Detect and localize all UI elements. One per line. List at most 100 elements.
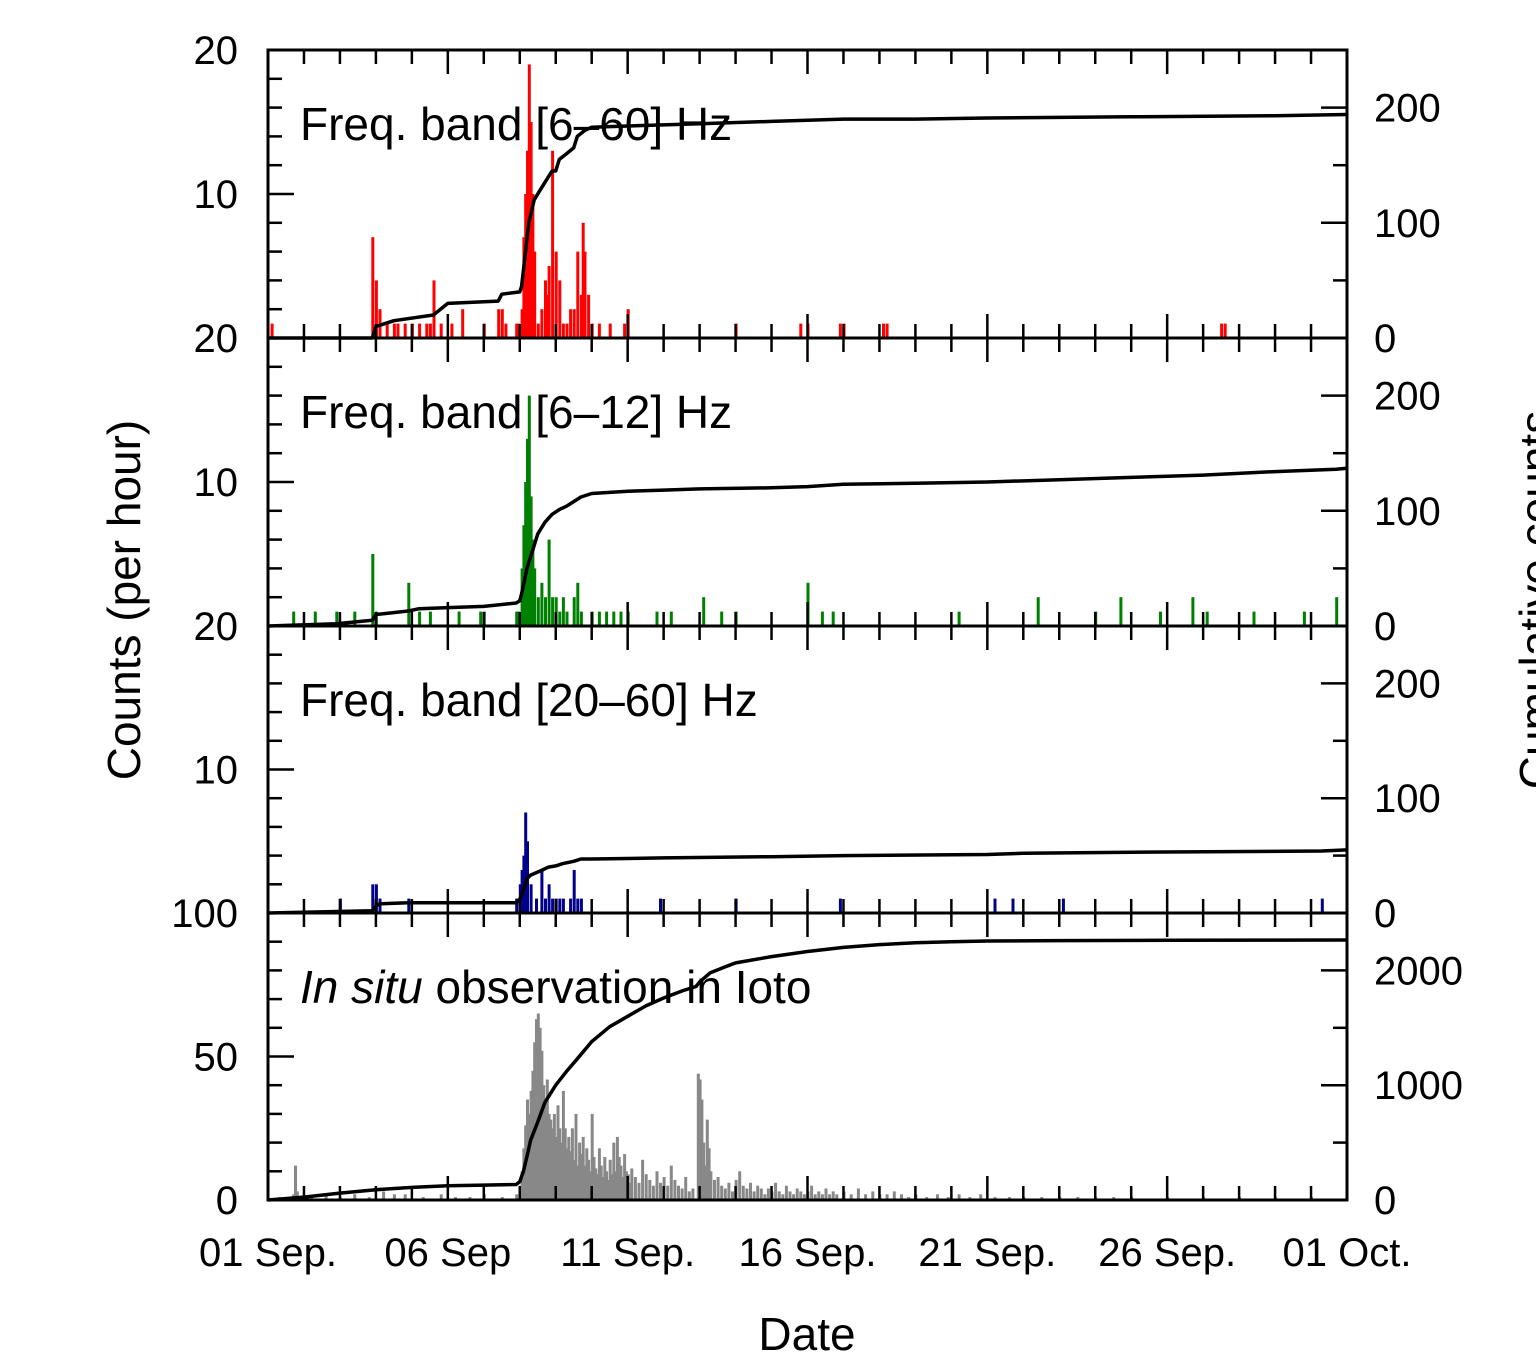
band-6-60-bar-53 bbox=[799, 323, 803, 338]
in-situ-bar-28 bbox=[535, 1019, 538, 1200]
band-6-60-bar-48 bbox=[597, 323, 601, 338]
in-situ-right-tick-label: 1000 bbox=[1374, 1064, 1463, 1108]
band-6-12-bar-49 bbox=[1036, 597, 1040, 626]
band-20-60-bar-22 bbox=[576, 898, 580, 913]
band-6-60-bar-31 bbox=[540, 309, 544, 338]
in-situ-left-tick-label: 0 bbox=[216, 1179, 238, 1223]
band-6-60-left-tick-label: 10 bbox=[194, 173, 239, 217]
band-6-60-bar-19 bbox=[504, 323, 508, 338]
band-20-60-bar-23 bbox=[579, 898, 583, 913]
band-6-60-bar-41 bbox=[572, 309, 576, 338]
in-situ-bar-101 bbox=[700, 1099, 704, 1200]
in-situ-bar-49 bbox=[572, 1159, 576, 1200]
in-situ-bar-53 bbox=[579, 1154, 583, 1200]
band-6-60-bar-43 bbox=[579, 294, 583, 338]
in-situ-bar-149 bbox=[892, 1191, 896, 1200]
in-situ-bar-7 bbox=[353, 1194, 357, 1200]
band-6-12-bar-31 bbox=[572, 597, 576, 626]
band-6-12-bar-33 bbox=[579, 611, 583, 626]
band-6-60-bar-30 bbox=[536, 323, 540, 338]
in-situ-bar-32 bbox=[542, 1085, 546, 1200]
in-situ-bar-131 bbox=[799, 1191, 803, 1200]
x-axis-title: Date bbox=[758, 1308, 855, 1354]
band-6-60-right-tick-label: 0 bbox=[1374, 317, 1396, 361]
band-6-12-bar-53 bbox=[1191, 597, 1195, 626]
in-situ-bar-3 bbox=[295, 1191, 299, 1200]
in-situ-right-tick-label: 0 bbox=[1374, 1179, 1396, 1223]
in-situ-bar-42 bbox=[560, 1142, 564, 1200]
in-situ-bar-95 bbox=[680, 1188, 684, 1200]
in-situ-bar-76 bbox=[621, 1177, 625, 1200]
band-6-60-bar-14 bbox=[450, 323, 454, 338]
in-situ-bar-39 bbox=[554, 1136, 558, 1200]
band-6-12-bar-57 bbox=[1335, 597, 1339, 626]
band-6-12-bar-23 bbox=[540, 582, 544, 626]
band-6-60-bar-38 bbox=[561, 323, 565, 338]
in-situ-bar-145 bbox=[864, 1194, 868, 1200]
in-situ-bar-87 bbox=[651, 1185, 655, 1200]
in-situ-bar-71 bbox=[612, 1142, 616, 1200]
band-6-60-bar-36 bbox=[554, 251, 558, 338]
band-6-12-bar-28 bbox=[558, 611, 562, 626]
in-situ-bar-135 bbox=[813, 1194, 817, 1200]
in-situ-bar-51 bbox=[576, 1165, 580, 1200]
in-situ-bar-108 bbox=[716, 1177, 720, 1200]
in-situ-bar-66 bbox=[603, 1157, 607, 1200]
band-6-12-bar-25 bbox=[547, 539, 551, 626]
in-situ-bar-103 bbox=[704, 1165, 707, 1200]
in-situ-bar-114 bbox=[738, 1171, 742, 1200]
band-20-60-right-tick-label: 200 bbox=[1374, 662, 1441, 706]
in-situ-bar-127 bbox=[784, 1185, 788, 1200]
in-situ-bar-34 bbox=[545, 1079, 549, 1200]
band-6-12-bar-3 bbox=[353, 611, 357, 626]
in-situ-bar-126 bbox=[781, 1194, 785, 1200]
in-situ-bar-43 bbox=[561, 1090, 565, 1200]
band-6-12-bar-30 bbox=[565, 611, 569, 626]
in-situ-bar-9 bbox=[382, 1191, 386, 1200]
band-20-60-left-tick-label: 10 bbox=[194, 749, 239, 793]
band-20-60-bar-4 bbox=[407, 898, 411, 913]
in-situ-bar-107 bbox=[713, 1179, 716, 1200]
in-situ-frame bbox=[266, 911, 1349, 1202]
in-situ-bar-130 bbox=[795, 1188, 799, 1200]
band-20-60-bar-19 bbox=[561, 898, 565, 913]
in-situ-bar-50 bbox=[574, 1113, 578, 1200]
band-6-12-bar-18 bbox=[527, 395, 531, 626]
band-20-60-bar-16 bbox=[551, 898, 555, 913]
band-6-60-bar-2 bbox=[374, 280, 378, 338]
in-situ-bar-89 bbox=[659, 1182, 662, 1200]
in-situ-bar-82 bbox=[633, 1177, 637, 1200]
in-situ-bar-64 bbox=[599, 1165, 603, 1200]
in-situ-bar-46 bbox=[567, 1136, 571, 1200]
band-6-60-bar-4 bbox=[385, 323, 389, 338]
band-6-12-bar-16 bbox=[524, 482, 528, 626]
band-20-60-bar-21 bbox=[572, 870, 576, 913]
band-6-60-left-tick-label: 20 bbox=[194, 29, 239, 73]
in-situ-bar-84 bbox=[641, 1159, 645, 1200]
band-20-60-bar-18 bbox=[558, 898, 562, 913]
band-6-60-bar-45 bbox=[583, 251, 587, 338]
in-situ-bar-68 bbox=[606, 1179, 610, 1200]
band-6-12-bar-27 bbox=[554, 597, 558, 626]
in-situ-bar-52 bbox=[578, 1142, 582, 1200]
band-6-12-bar-51 bbox=[1119, 597, 1123, 626]
in-situ-bar-10 bbox=[392, 1194, 396, 1200]
in-situ-bar-77 bbox=[623, 1154, 627, 1200]
in-situ-bar-116 bbox=[745, 1188, 749, 1200]
band-6-60-panel-label: Freq. band [6–60] Hz bbox=[300, 98, 732, 150]
in-situ-bar-75 bbox=[619, 1165, 623, 1200]
band-20-60-bar-3 bbox=[378, 898, 382, 913]
in-situ-bar-47 bbox=[569, 1151, 573, 1200]
band-6-12-bar-42 bbox=[702, 597, 706, 626]
band-6-60-bar-20 bbox=[515, 323, 519, 338]
in-situ-bar-55 bbox=[583, 1165, 587, 1200]
band-6-12-bar-38 bbox=[619, 611, 623, 626]
band-20-60-bar-28 bbox=[1011, 898, 1015, 913]
in-situ-bar-2 bbox=[294, 1165, 297, 1200]
band-6-60-bar-17 bbox=[497, 309, 501, 338]
band-6-60-bar-37 bbox=[558, 280, 562, 338]
band-20-60-bar-2 bbox=[374, 884, 378, 913]
in-situ-bar-93 bbox=[673, 1179, 677, 1200]
band-6-12-bar-46 bbox=[820, 611, 824, 626]
